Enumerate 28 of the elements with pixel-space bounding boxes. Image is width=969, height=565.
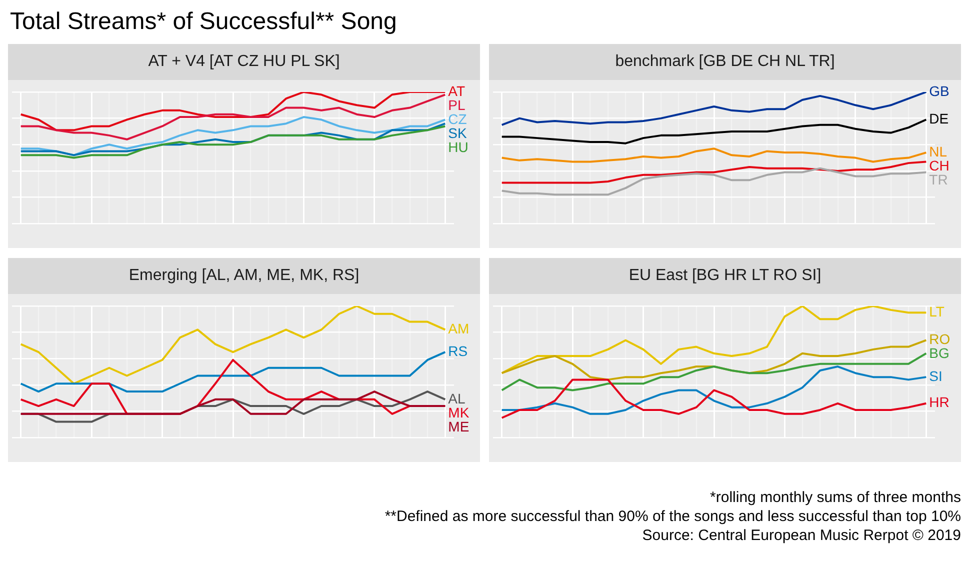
series-label: AM (448, 320, 470, 337)
series-label: HU (448, 138, 468, 155)
series-label: AL (448, 390, 466, 406)
text: Total Streams* of Successful** Song (10, 8, 398, 36)
series-label: DE (929, 110, 949, 126)
series-label: NL (929, 143, 948, 160)
series-label: CZ (448, 110, 468, 127)
series-label: PL (448, 96, 466, 113)
series-label: HR (929, 394, 950, 410)
series-label: TR (929, 171, 948, 188)
text: **Defined as more successful than 90% of the songs and less successful than top 10% (384, 507, 961, 526)
chart-title: benchmark [GB DE CH NL TR] (489, 44, 961, 80)
series-label: SK (448, 124, 468, 141)
series-label: SI (929, 368, 942, 384)
series-label: ME (448, 418, 470, 434)
series-label: CH (929, 157, 950, 174)
chart-title: EU East [BG HR LT RO SI] (489, 258, 961, 294)
source-note: Source: Central European Music Rerpot © 2019 (641, 526, 961, 545)
chart-title: Emerging [AL, AM, ME, MK, RS] (8, 258, 480, 294)
series-label: GB (929, 82, 950, 99)
series-label: AT (448, 82, 466, 99)
series-label: RS (448, 342, 468, 359)
series-label: BG (929, 345, 950, 362)
text: *rolling monthly sums of three months (709, 488, 961, 507)
chart-title: AT + V4 [AT CZ HU PL SK] (8, 44, 480, 80)
series-label: MK (448, 404, 470, 420)
series-label: RO (929, 331, 950, 348)
series-label: LT (929, 303, 945, 320)
